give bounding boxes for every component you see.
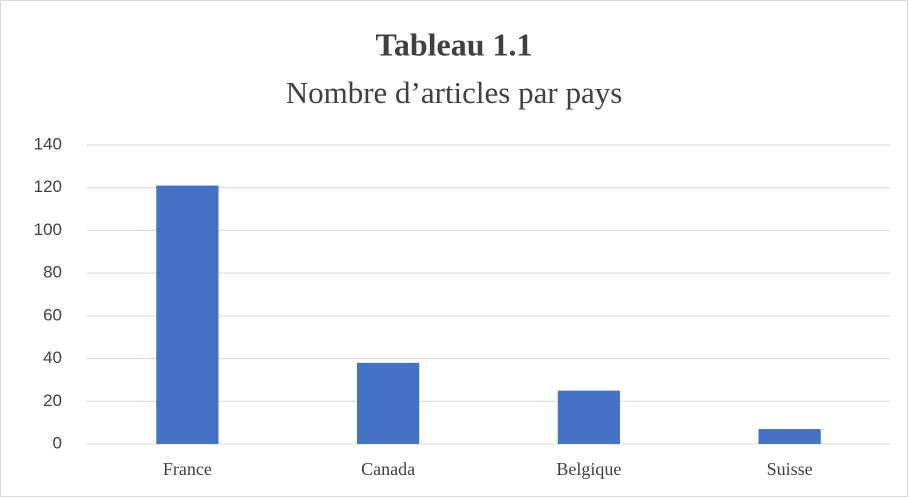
y-tick-label: 140 xyxy=(34,134,62,153)
bar xyxy=(156,185,219,445)
y-tick-label: 20 xyxy=(43,391,62,410)
x-tick-label: France xyxy=(163,459,212,479)
y-tick-label: 120 xyxy=(34,177,62,196)
y-tick-label: 0 xyxy=(53,433,62,452)
y-tick-label: 40 xyxy=(43,348,62,367)
x-tick-label: Belgique xyxy=(556,459,621,479)
x-tick-label: Canada xyxy=(361,459,415,479)
chart-title: Tableau 1.1 xyxy=(375,26,532,62)
bar xyxy=(557,390,620,444)
chart-subtitle: Nombre d’articles par pays xyxy=(286,75,623,110)
bar xyxy=(357,362,420,444)
x-tick-label: Suisse xyxy=(767,459,813,479)
y-tick-label: 80 xyxy=(43,263,62,282)
y-tick-label: 100 xyxy=(34,220,62,239)
y-tick-label: 60 xyxy=(43,305,62,324)
bar xyxy=(758,429,821,444)
